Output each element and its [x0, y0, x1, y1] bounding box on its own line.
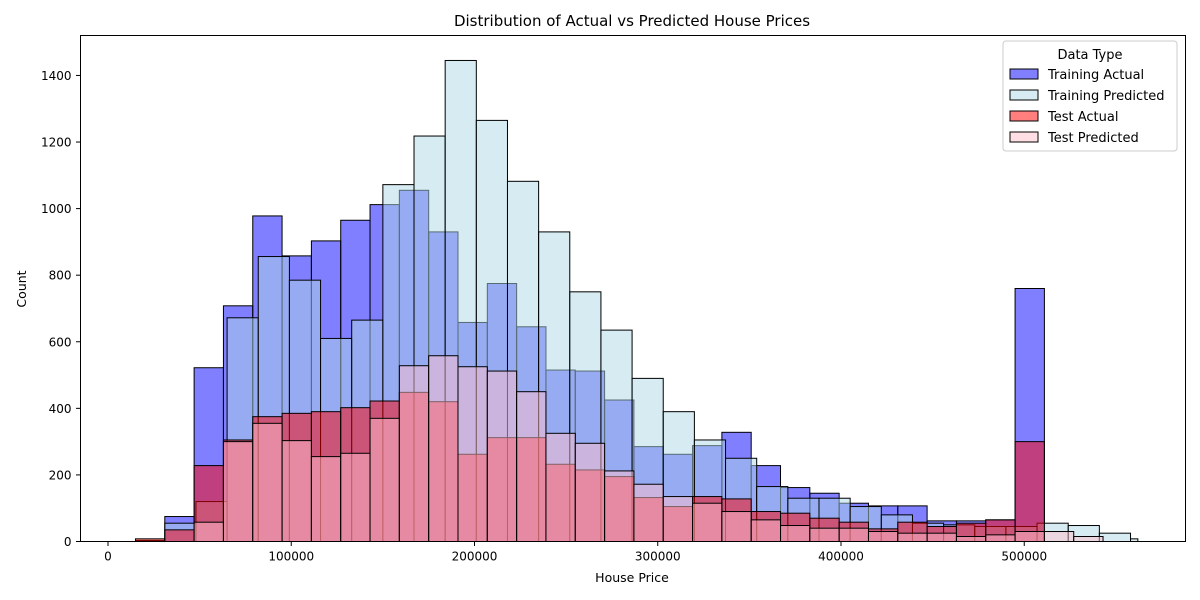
plot-bars [134, 59, 1139, 543]
histogram-bar [721, 511, 752, 542]
histogram-bar [193, 521, 224, 542]
histogram-bar [310, 456, 342, 543]
x-axis: 0 100000 200000 300000 400000 500000 [104, 541, 1047, 564]
histogram-bar [545, 432, 576, 542]
legend-label: Training Actual [1047, 68, 1144, 83]
legend-label: Training Predicted [1047, 89, 1164, 104]
histogram-bar [662, 496, 694, 542]
plot-frame [80, 35, 1186, 542]
histogram-bar [633, 483, 664, 542]
y-axis: 0 200 400 600 800 1000 1200 1400 [41, 69, 81, 549]
legend-swatch [1009, 68, 1039, 80]
legend-box [1002, 40, 1178, 152]
histogram-bar [897, 532, 928, 542]
histogram-bar [1014, 531, 1045, 543]
legend-entry: Training Actual [1009, 68, 1144, 83]
histogram-bar [369, 417, 400, 542]
x-tick-label: 200000 [452, 550, 498, 564]
histogram-bar [1043, 531, 1075, 543]
histogram-bar [867, 531, 899, 543]
histogram-bar [809, 527, 840, 542]
histogram-bar [164, 529, 195, 543]
histogram-bar [926, 532, 957, 542]
histogram-bar [486, 370, 518, 542]
histogram-bar [516, 391, 547, 542]
x-tick-label: 300000 [635, 550, 681, 564]
x-axis-label: House Price [595, 570, 669, 585]
histogram-bar [1098, 532, 1132, 542]
legend: Data Type Training Actual Training Predic… [1002, 40, 1178, 152]
histogram-bar [252, 422, 283, 542]
histogram-bar [340, 452, 371, 542]
legend-label: Test Predicted [1047, 131, 1139, 146]
series-test-predicted [193, 355, 1104, 543]
legend-label: Test Actual [1047, 110, 1118, 125]
legend-swatch [1009, 131, 1039, 143]
legend-swatch [1009, 89, 1039, 101]
histogram-bar [457, 366, 488, 542]
legend-entries: Training Actual Training Predicted Test Ac… [1009, 68, 1164, 146]
histogram-bar [780, 525, 811, 543]
x-tick-label: 500000 [1001, 550, 1047, 564]
histogram-bar [604, 470, 635, 543]
y-tick-label: 0 [64, 535, 72, 549]
histogram-bar [838, 527, 869, 542]
y-tick-label: 800 [49, 269, 72, 283]
histogram-bar [750, 519, 782, 542]
legend-entry: Test Actual [1009, 110, 1118, 125]
legend-swatch [1009, 110, 1039, 122]
histogram-bar [428, 355, 459, 543]
y-tick-label: 1000 [41, 202, 72, 216]
histogram-bar [1014, 441, 1045, 543]
y-axis-label: Count [14, 270, 29, 307]
histogram-bar [985, 534, 1016, 542]
histogram-bar [955, 536, 987, 543]
histogram-bar [574, 442, 606, 542]
y-tick-label: 600 [49, 335, 72, 349]
y-tick-label: 1400 [41, 69, 72, 83]
x-tick-label: 0 [104, 550, 112, 564]
histogram-bar [1073, 536, 1104, 543]
histogram-bar [281, 440, 312, 543]
y-tick-label: 400 [49, 402, 72, 416]
histogram-bar [692, 502, 723, 542]
y-tick-label: 1200 [41, 136, 72, 150]
x-tick-label: 400000 [818, 550, 864, 564]
y-tick-label: 200 [49, 468, 72, 482]
legend-entry: Test Predicted [1009, 131, 1139, 146]
legend-entry: Training Predicted [1009, 89, 1164, 104]
legend-title: Data Type [1057, 48, 1122, 63]
x-tick-label: 100000 [268, 550, 314, 564]
histogram-bar [398, 365, 430, 542]
chart-title: Distribution of Actual vs Predicted Hous… [454, 12, 810, 30]
histogram-bar [222, 441, 254, 543]
